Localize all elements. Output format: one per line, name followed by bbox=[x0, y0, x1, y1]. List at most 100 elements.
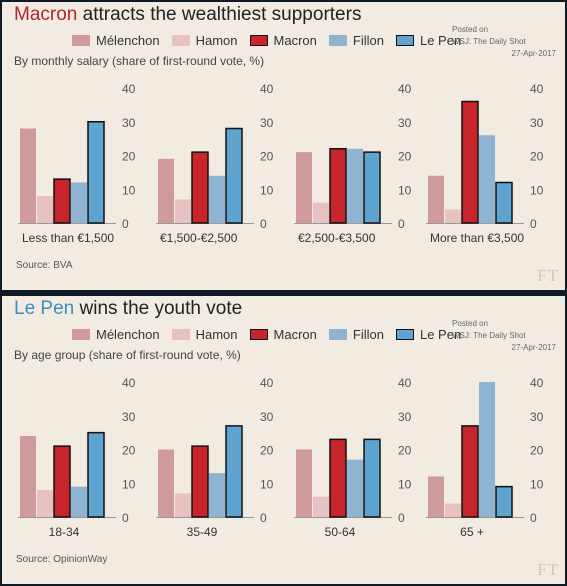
category-label: More than €3,500 bbox=[430, 231, 524, 245]
bar-melenchon bbox=[296, 449, 312, 517]
y-tick-label: 30 bbox=[260, 116, 274, 130]
category-label: €1,500-€2,500 bbox=[160, 231, 238, 245]
legend-swatch-melenchon bbox=[72, 329, 90, 341]
y-tick-label: 30 bbox=[530, 410, 544, 424]
y-tick-label: 0 bbox=[398, 511, 405, 525]
bar-fillon bbox=[479, 135, 495, 223]
y-tick-label: 20 bbox=[398, 150, 412, 164]
bar-hamon bbox=[37, 196, 53, 223]
posted-note: Posted on WSJ: The Daily Shot 27-Apr-201… bbox=[452, 24, 556, 60]
chart-plot-age: 0 10 20 30 40 18-34 0 10 20 30 40 35-49 0 10 20 30 40 50-… bbox=[18, 376, 544, 539]
y-tick-label: 20 bbox=[530, 444, 544, 458]
legend-label: Mélenchon bbox=[96, 327, 160, 343]
legend-label: Le Pen bbox=[419, 327, 462, 343]
y-tick-label: 20 bbox=[260, 150, 274, 164]
legend-item-macron: Macron bbox=[249, 327, 317, 343]
source-note: Source: OpinionWay bbox=[16, 554, 108, 565]
y-tick-label: 10 bbox=[530, 183, 544, 197]
bar-le-pen bbox=[225, 425, 243, 518]
category-label: Less than €1,500 bbox=[22, 231, 114, 245]
legend-item-melenchon: Mélenchon bbox=[72, 33, 160, 48]
y-tick-label: 0 bbox=[530, 511, 537, 525]
legend-swatch-macron bbox=[249, 329, 268, 341]
bar-macron bbox=[191, 151, 209, 224]
category-label: 35-49 bbox=[187, 525, 218, 539]
source-note: Source: BVA bbox=[16, 260, 73, 271]
legend-item-fillon: Fillon bbox=[328, 33, 384, 48]
bar-fillon bbox=[71, 182, 87, 223]
legend-swatch-melenchon bbox=[72, 35, 90, 47]
posted-note: Posted on WSJ: The Daily Shot 27-Apr-201… bbox=[452, 318, 556, 354]
y-tick-label: 0 bbox=[530, 217, 537, 231]
bar-macron bbox=[329, 148, 347, 224]
bar-fillon bbox=[209, 175, 225, 223]
y-tick-label: 10 bbox=[530, 477, 544, 491]
bar-hamon bbox=[175, 493, 191, 517]
category-label: €2,500-€3,500 bbox=[298, 231, 376, 245]
ft-watermark: FT bbox=[537, 266, 559, 285]
y-tick-label: 30 bbox=[122, 116, 136, 130]
bar-le-pen bbox=[495, 181, 513, 224]
y-tick-label: 40 bbox=[260, 376, 274, 390]
y-tick-label: 10 bbox=[398, 183, 412, 197]
bar-hamon bbox=[313, 202, 329, 223]
bar-le-pen bbox=[363, 151, 381, 224]
y-tick-label: 40 bbox=[530, 82, 544, 96]
y-tick-label: 40 bbox=[122, 82, 136, 96]
y-tick-label: 0 bbox=[122, 217, 129, 231]
legend-item-melenchon: Mélenchon bbox=[72, 327, 160, 342]
bar-melenchon bbox=[428, 175, 444, 223]
bar-fillon bbox=[479, 382, 495, 517]
y-tick-label: 0 bbox=[122, 511, 129, 525]
bar-hamon bbox=[175, 199, 191, 223]
posted-line1: Posted on bbox=[452, 25, 489, 34]
y-tick-label: 20 bbox=[398, 444, 412, 458]
posted-date: 27-Apr-2017 bbox=[511, 49, 556, 58]
title-rest: attracts the wealthiest supporters bbox=[77, 4, 362, 25]
legend-swatch-fillon bbox=[328, 329, 347, 341]
bar-le-pen bbox=[225, 127, 243, 224]
legend-label: Macron bbox=[273, 327, 317, 343]
legend-item-fillon: Fillon bbox=[328, 327, 384, 343]
title-highlight: Macron bbox=[14, 4, 78, 25]
y-tick-label: 0 bbox=[398, 217, 405, 231]
y-tick-label: 30 bbox=[398, 410, 412, 424]
title-highlight: Le Pen bbox=[14, 298, 75, 319]
legend-item-le-pen: Le Pen bbox=[395, 33, 461, 48]
legend-swatch-macron bbox=[249, 35, 268, 47]
y-tick-label: 20 bbox=[122, 150, 136, 164]
bar-melenchon bbox=[158, 449, 174, 517]
bar-melenchon bbox=[20, 128, 36, 223]
category-label: 18-34 bbox=[49, 525, 80, 539]
bar-le-pen bbox=[87, 431, 105, 518]
y-tick-label: 30 bbox=[398, 116, 412, 130]
chart-subtitle: By monthly salary (share of first-round … bbox=[14, 54, 265, 68]
bar-hamon bbox=[313, 496, 329, 517]
chart-title: Macron attracts the wealthiest supporter… bbox=[14, 4, 361, 26]
y-tick-label: 0 bbox=[260, 217, 267, 231]
y-tick-label: 40 bbox=[398, 82, 412, 96]
legend-swatch-hamon bbox=[171, 329, 190, 341]
y-tick-label: 40 bbox=[260, 82, 274, 96]
posted-line1: Posted on bbox=[452, 319, 489, 328]
legend: Mélenchon Hamon Macron Fillon Le Pen bbox=[72, 326, 473, 344]
y-tick-label: 20 bbox=[260, 444, 274, 458]
legend-item-le-pen: Le Pen bbox=[395, 327, 462, 343]
legend-item-hamon: Hamon bbox=[171, 327, 238, 342]
legend-swatch-hamon bbox=[171, 35, 190, 47]
bar-fillon bbox=[347, 459, 363, 517]
y-tick-label: 0 bbox=[260, 511, 267, 525]
legend-label: Macron bbox=[273, 33, 317, 49]
y-tick-label: 10 bbox=[260, 477, 274, 491]
legend-item-hamon: Hamon bbox=[171, 33, 238, 48]
bar-hamon bbox=[445, 209, 461, 223]
bar-melenchon bbox=[20, 436, 36, 517]
y-tick-label: 40 bbox=[122, 376, 136, 390]
y-tick-label: 30 bbox=[530, 116, 544, 130]
y-tick-label: 30 bbox=[260, 410, 274, 424]
y-tick-label: 10 bbox=[122, 183, 136, 197]
bar-le-pen bbox=[363, 438, 381, 518]
legend-label: Fillon bbox=[352, 327, 384, 343]
bar-le-pen bbox=[87, 121, 105, 224]
bar-melenchon bbox=[296, 152, 312, 223]
